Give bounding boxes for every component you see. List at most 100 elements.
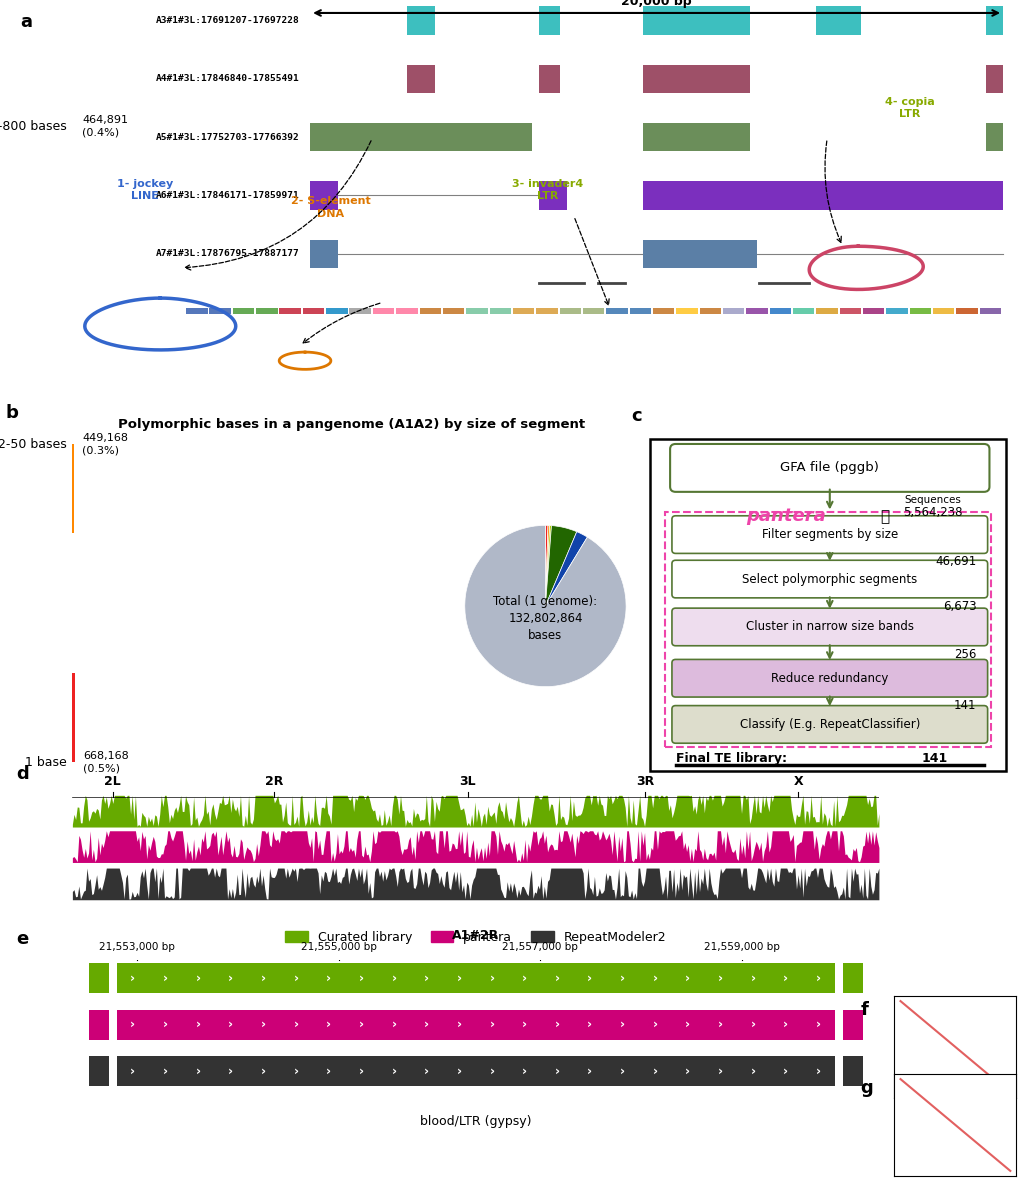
Text: ›: › <box>229 1018 234 1031</box>
Text: 2- S-element
DNA: 2- S-element DNA <box>291 196 371 218</box>
Bar <box>843 1009 862 1039</box>
Legend: Curated library, pantera, RepeatModeler2: Curated library, pantera, RepeatModeler2 <box>280 925 671 949</box>
Text: 668,168
(0.5%): 668,168 (0.5%) <box>83 751 128 773</box>
Text: ›: › <box>261 1018 266 1031</box>
Text: 3L: 3L <box>459 775 476 788</box>
Bar <box>349 307 371 314</box>
Bar <box>643 6 750 35</box>
Bar <box>89 1056 109 1086</box>
Bar <box>816 6 861 35</box>
Bar <box>373 307 394 314</box>
Text: ›: › <box>294 1064 299 1078</box>
Text: ›: › <box>686 1018 691 1031</box>
Text: 1 base: 1 base <box>25 756 67 768</box>
Bar <box>933 307 954 314</box>
Bar <box>513 307 535 314</box>
Text: d: d <box>16 766 29 784</box>
Bar <box>793 307 815 314</box>
Text: ›: › <box>229 972 234 984</box>
Text: ›: › <box>294 972 299 984</box>
Text: Filter segments by size: Filter segments by size <box>762 528 898 541</box>
Bar <box>863 307 884 314</box>
Text: ›: › <box>620 1018 626 1031</box>
Bar <box>643 240 757 268</box>
Text: ›: › <box>229 1064 234 1078</box>
FancyBboxPatch shape <box>672 608 987 646</box>
Text: 51-800 bases: 51-800 bases <box>0 120 67 132</box>
Bar <box>326 307 347 314</box>
Bar <box>643 181 1003 210</box>
Bar <box>420 307 440 314</box>
Wedge shape <box>465 526 626 686</box>
Text: ›: › <box>326 1018 331 1031</box>
Bar <box>396 307 418 314</box>
FancyBboxPatch shape <box>672 516 987 553</box>
Text: A1#2R: A1#2R <box>452 929 499 942</box>
Bar <box>489 307 511 314</box>
Text: 46,691: 46,691 <box>936 556 976 569</box>
Bar <box>537 307 557 314</box>
Text: A3#1#3L:17691207-17697228: A3#1#3L:17691207-17697228 <box>156 16 300 25</box>
FancyBboxPatch shape <box>672 706 987 743</box>
Bar <box>310 124 531 151</box>
Bar <box>407 6 435 35</box>
Text: Sequences: Sequences <box>904 496 961 505</box>
Text: ›: › <box>130 1018 135 1031</box>
Text: ›: › <box>587 1018 592 1031</box>
Text: 5,564,238: 5,564,238 <box>903 505 963 518</box>
Text: ›: › <box>587 1064 592 1078</box>
Bar <box>583 307 604 314</box>
Text: 4- copia
LTR: 4- copia LTR <box>885 97 935 119</box>
Text: ›: › <box>652 1018 658 1031</box>
Text: ›: › <box>359 972 364 984</box>
Text: ›: › <box>522 1064 527 1078</box>
Text: ›: › <box>261 1064 266 1078</box>
Bar <box>816 307 838 314</box>
Bar <box>886 307 908 314</box>
Bar <box>539 65 559 92</box>
Bar <box>407 65 435 92</box>
Text: ›: › <box>554 1018 559 1031</box>
Text: c: c <box>632 407 642 425</box>
Bar <box>72 355 73 533</box>
Text: ›: › <box>392 1018 397 1031</box>
Text: ›: › <box>457 1018 462 1031</box>
Bar <box>643 65 750 92</box>
Text: ›: › <box>718 972 723 984</box>
Bar <box>72 673 74 851</box>
Bar <box>559 307 581 314</box>
Bar <box>186 307 208 314</box>
Bar <box>840 307 861 314</box>
Wedge shape <box>545 526 548 606</box>
Bar <box>985 6 1003 35</box>
Text: ›: › <box>718 1018 723 1031</box>
Bar <box>443 307 464 314</box>
Text: ›: › <box>489 1018 494 1031</box>
Bar <box>843 1056 862 1086</box>
Text: ›: › <box>620 1064 626 1078</box>
Text: ›: › <box>489 1064 494 1078</box>
Text: 2-50 bases: 2-50 bases <box>0 438 67 450</box>
Text: e: e <box>16 930 28 948</box>
Wedge shape <box>546 526 551 606</box>
Text: 21,559,000 bp: 21,559,000 bp <box>704 942 780 953</box>
Text: 141: 141 <box>954 700 976 712</box>
Bar <box>303 307 325 314</box>
FancyBboxPatch shape <box>672 660 987 697</box>
Bar <box>89 962 109 994</box>
Text: b: b <box>5 403 19 421</box>
Bar <box>843 962 862 994</box>
Bar <box>279 307 301 314</box>
Text: 20,000 bp: 20,000 bp <box>621 0 692 7</box>
Text: ›: › <box>620 972 626 984</box>
Text: Cluster in narrow size bands: Cluster in narrow size bands <box>746 620 914 634</box>
Text: ›: › <box>751 1064 756 1078</box>
Text: ›: › <box>816 972 821 984</box>
Bar <box>72 37 73 215</box>
Bar <box>985 124 1003 151</box>
Text: 1- jockey
LINE: 1- jockey LINE <box>117 179 173 202</box>
Text: GFA file (pggb): GFA file (pggb) <box>781 462 879 474</box>
Bar <box>117 1009 834 1039</box>
Text: ›: › <box>424 1064 429 1078</box>
Bar <box>256 307 277 314</box>
